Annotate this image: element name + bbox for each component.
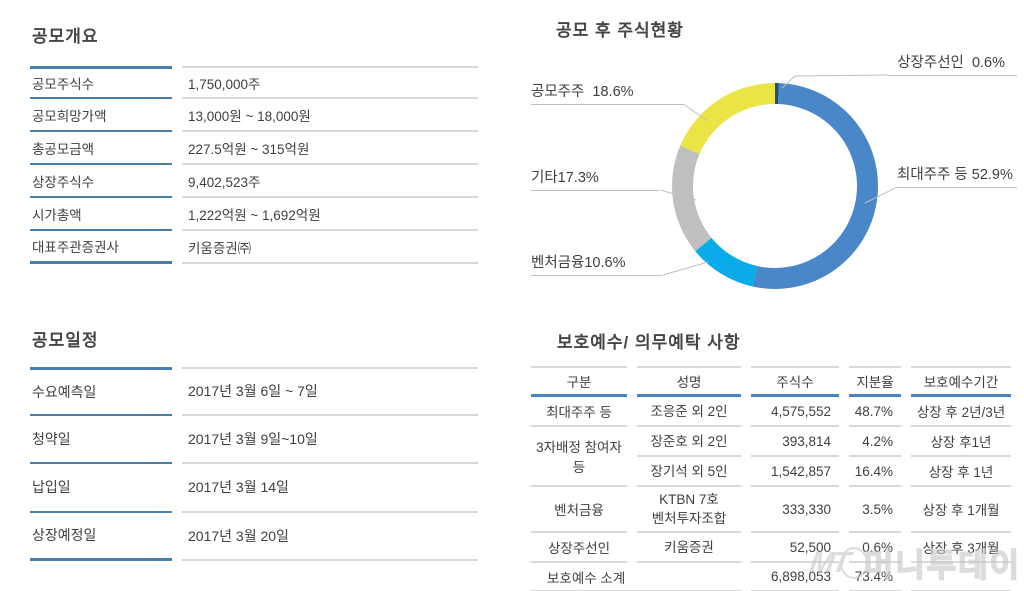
cell-group: 최대주주 등 <box>531 397 627 427</box>
chart-callout-largest-shareholder: 최대주주 등 52.9% <box>897 166 1017 188</box>
cell-ratio: 4.2% <box>849 427 901 457</box>
row-value: 9,402,523주 <box>182 165 478 198</box>
chart-callout-gita: 기타17.3% <box>531 169 659 191</box>
cell-name: 조응준 외 2인 <box>637 397 741 427</box>
cell-shares: 4,575,552 <box>751 397 839 427</box>
cell-shares: 52,500 <box>751 533 839 563</box>
cell-period: 상장 후 2년/3년 <box>911 397 1011 427</box>
row-label: 수요예측일 <box>30 367 172 416</box>
cell-subtotal-period <box>911 563 1011 591</box>
schedule-section-title: 공모일정 <box>32 331 99 350</box>
row-label: 공모희망가액 <box>30 99 172 132</box>
table-row: 시가총액 1,222억원 ~ 1,692억원 <box>30 198 478 231</box>
row-value: 1,222억원 ~ 1,692억원 <box>182 198 478 231</box>
table-row: 총공모금액 227.5억원 ~ 315억원 <box>30 132 478 165</box>
post-offering-chart-section: 공모 후 주식현황 공모주주 18.6% 기타17.3% 벤처금융10.6% 상… <box>520 0 1024 310</box>
cell-name: 키움증권 <box>637 533 741 563</box>
cell-period: 상장 후1년 <box>911 427 1011 457</box>
table-row: 공모희망가액 13,000원 ~ 18,000원 <box>30 99 478 132</box>
cell-subtotal-shares: 6,898,053 <box>751 563 839 591</box>
chart-callout-gongmoju: 공모주주 18.6% <box>531 83 683 105</box>
cell-name: KTBN 7호 벤처투자조합 <box>637 487 741 533</box>
chart-callout-underwriter: 상장주선인 0.6% <box>888 54 1017 76</box>
table-row: 청약일 2017년 3월 9일~10일 <box>30 416 478 464</box>
row-label: 총공모금액 <box>30 132 172 165</box>
col-header-shares: 주식수 <box>751 366 839 397</box>
lockup-table: 구분 성명 주식수 지분율 보호예수기간 최대주주 등 조응준 외 2인 4,5… <box>521 366 1021 591</box>
col-header-name: 성명 <box>637 366 741 397</box>
cell-subtotal-label: 보호예수 소계 <box>531 563 741 591</box>
table-row: 벤처금융 KTBN 7호 벤처투자조합 333,330 3.5% 상장 후 1개… <box>531 487 1011 533</box>
row-label: 시가총액 <box>30 198 172 231</box>
cell-period: 상장 후 1개월 <box>911 487 1011 533</box>
cell-ratio: 16.4% <box>849 457 901 487</box>
table-row: 수요예측일 2017년 3월 6일 ~ 7일 <box>30 367 478 416</box>
overview-section-title: 공모개요 <box>32 27 99 46</box>
donut-segment-공모주주 <box>680 83 775 154</box>
table-row: 3자배정 참여자 등 장준호 외 2인 393,814 4.2% 상장 후1년 <box>531 427 1011 487</box>
row-label: 청약일 <box>30 416 172 464</box>
row-label: 납입일 <box>30 464 172 513</box>
row-value: 2017년 3월 20일 <box>182 513 478 561</box>
schedule-table: 수요예측일 2017년 3월 6일 ~ 7일 청약일 2017년 3월 9일~1… <box>30 367 478 561</box>
row-label: 대표주관증권사 <box>30 231 172 264</box>
cell-period: 상장 후 1년 <box>911 457 1011 487</box>
cell-name: 장기석 외 5인 <box>637 457 741 487</box>
leader-line <box>659 189 697 201</box>
cell-group-merged: 3자배정 참여자 등 <box>531 427 627 487</box>
cell-group: 상장주선인 <box>531 533 627 563</box>
donut-chart <box>659 74 898 289</box>
row-value: 1,750,000주 <box>182 66 478 99</box>
table-row: 납입일 2017년 3월 14일 <box>30 464 478 513</box>
col-header-period: 보호예수기간 <box>911 366 1011 397</box>
donut-segment-최대주주 등 <box>752 83 878 289</box>
table-row: 상장예정일 2017년 3월 20일 <box>30 513 478 561</box>
cell-group: 벤처금융 <box>531 487 627 533</box>
row-value: 키움증권㈜ <box>182 231 478 264</box>
lockup-section-title: 보호예수/ 의무예탁 사항 <box>557 333 741 352</box>
leader-line <box>662 261 709 276</box>
col-header-ratio: 지분율 <box>849 366 901 397</box>
row-value: 2017년 3월 14일 <box>182 464 478 513</box>
donut-segment-상장주선인 <box>775 82 779 105</box>
cell-shares: 393,814 <box>751 427 839 457</box>
donut-segment-벤처금융 <box>695 237 758 287</box>
row-value: 2017년 3월 6일 ~ 7일 <box>182 367 478 416</box>
row-label: 상장주식수 <box>30 165 172 198</box>
row-value: 2017년 3월 9일~10일 <box>182 416 478 464</box>
col-header-group: 구분 <box>531 366 627 397</box>
overview-table: 공모주식수 1,750,000주 공모희망가액 13,000원 ~ 18,000… <box>30 66 478 264</box>
leader-line <box>864 186 898 204</box>
table-row: 상장주식수 9,402,523주 <box>30 165 478 198</box>
subtotal-row: 보호예수 소계 6,898,053 73.4% <box>531 563 1011 591</box>
row-label: 공모주식수 <box>30 66 172 99</box>
cell-shares: 1,542,857 <box>751 457 839 487</box>
table-row: 공모주식수 1,750,000주 <box>30 66 478 99</box>
leader-line <box>781 74 889 89</box>
cell-name: 장준호 외 2인 <box>637 427 741 457</box>
cell-ratio: 48.7% <box>849 397 901 427</box>
table-row: 상장주선인 키움증권 52,500 0.6% 상장 후 3개월 <box>531 533 1011 563</box>
row-value: 13,000원 ~ 18,000원 <box>182 99 478 132</box>
cell-subtotal-ratio: 73.4% <box>849 563 901 591</box>
chart-callout-venture: 벤처금융10.6% <box>531 254 662 276</box>
cell-period: 상장 후 3개월 <box>911 533 1011 563</box>
cell-shares: 333,330 <box>751 487 839 533</box>
row-value: 227.5억원 ~ 315억원 <box>182 132 478 165</box>
table-row: 대표주관증권사 키움증권㈜ <box>30 231 478 264</box>
chart-title: 공모 후 주식현황 <box>556 21 684 40</box>
cell-ratio: 0.6% <box>849 533 901 563</box>
leader-line <box>682 103 709 122</box>
cell-ratio: 3.5% <box>849 487 901 533</box>
header-row: 구분 성명 주식수 지분율 보호예수기간 <box>531 366 1011 397</box>
lockup-section: 보호예수/ 의무예탁 사항 구분 성명 주식수 지분율 보호예수기간 최대주주 … <box>521 312 1024 591</box>
table-row: 최대주주 등 조응준 외 2인 4,575,552 48.7% 상장 후 2년/… <box>531 397 1011 427</box>
row-label: 상장예정일 <box>30 513 172 561</box>
table-row: 장기석 외 5인 1,542,857 16.4% 상장 후 1년 <box>531 457 1011 487</box>
